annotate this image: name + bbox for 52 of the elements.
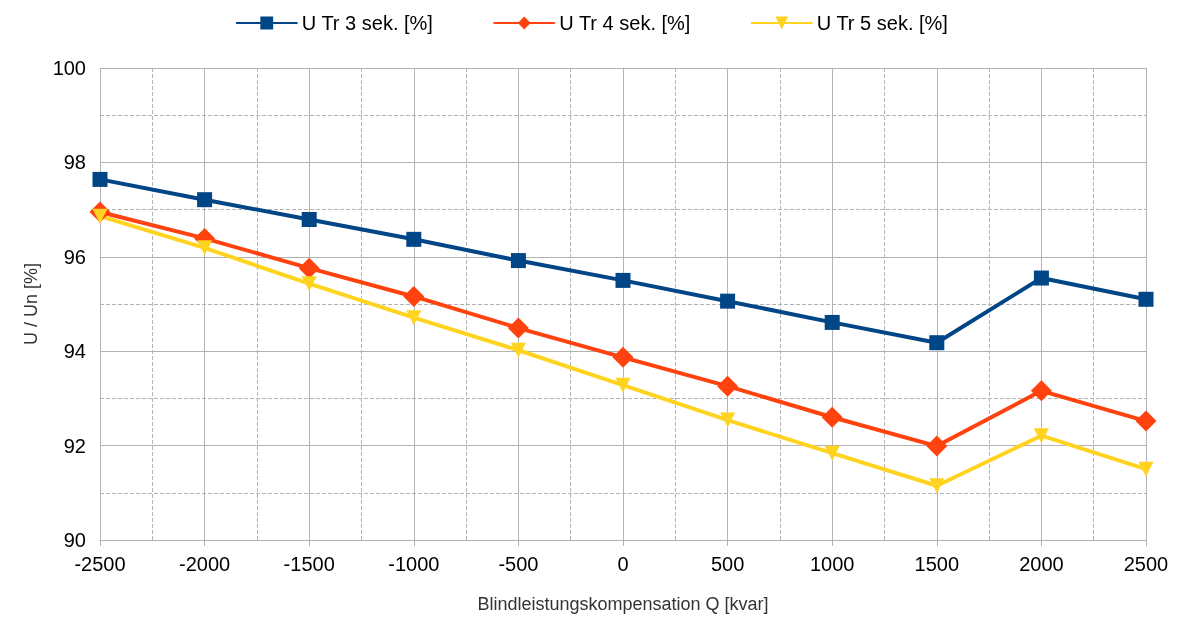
point	[824, 445, 840, 461]
point	[615, 272, 631, 288]
x-axis-title: Blindleistungskompensation Q [kvar]	[477, 594, 769, 614]
x-tick-label: -1500	[283, 553, 335, 575]
point	[821, 406, 843, 428]
point	[1138, 461, 1154, 477]
x-tick-label: 0	[617, 553, 629, 575]
x-tick-label: 500	[710, 553, 745, 575]
legend-label: U Tr 4 sek. [%]	[559, 12, 691, 34]
point	[1033, 270, 1049, 286]
y-tick-label: 90	[63, 529, 86, 551]
legend-label: U Tr 5 sek. [%]	[816, 12, 948, 34]
point	[301, 212, 317, 228]
point	[926, 435, 948, 457]
point	[403, 285, 425, 307]
point	[929, 478, 945, 494]
x-tick-label: -1000	[388, 553, 440, 575]
point	[301, 276, 317, 292]
point	[510, 253, 526, 269]
point	[298, 257, 320, 279]
point	[1030, 380, 1052, 402]
point	[406, 310, 422, 326]
point	[717, 375, 739, 397]
y-tick-label: 94	[63, 340, 86, 363]
x-tick-label: -2000	[179, 553, 231, 575]
x-tick-label: -2500	[74, 553, 126, 575]
point	[507, 317, 529, 339]
point	[1033, 428, 1049, 444]
y-tick-label: 92	[63, 434, 86, 457]
point	[612, 346, 634, 368]
point	[1138, 291, 1154, 307]
point	[197, 240, 213, 256]
y-tick-label: 98	[63, 151, 86, 174]
point	[929, 335, 945, 351]
point	[92, 171, 108, 187]
point	[720, 412, 736, 428]
y-tick-label: 100	[52, 57, 86, 79]
y-tick-label: 96	[63, 245, 86, 268]
point	[197, 192, 213, 208]
point	[824, 314, 840, 330]
y-axis-title: U / Un [%]	[21, 262, 41, 346]
point	[510, 342, 526, 358]
point	[1135, 410, 1157, 432]
x-tick-label: 2000	[1019, 553, 1064, 575]
x-tick-label: 1000	[809, 553, 855, 575]
point	[406, 231, 422, 247]
legend-label: U Tr 3 sek. [%]	[301, 12, 433, 34]
point	[720, 293, 736, 309]
x-tick-label: -500	[498, 553, 539, 575]
x-tick-label: 2500	[1123, 553, 1169, 575]
x-tick-label: 1500	[914, 553, 960, 575]
point	[615, 377, 631, 393]
